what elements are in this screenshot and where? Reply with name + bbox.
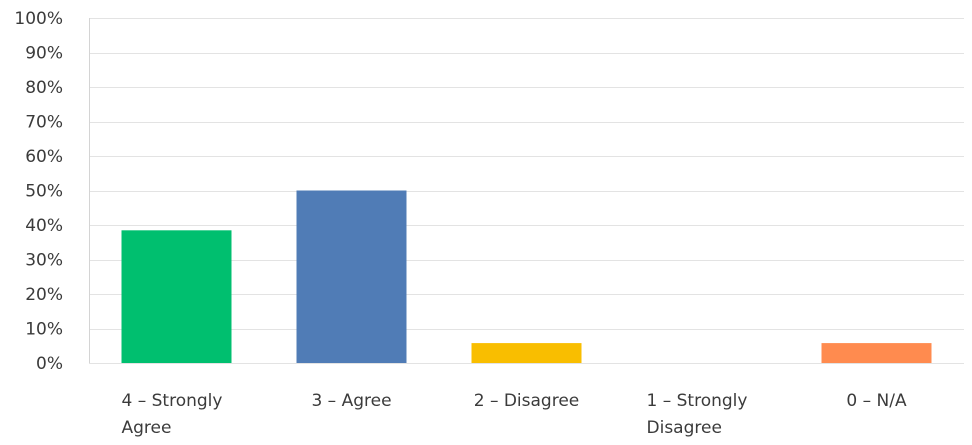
x-category-label: 3 – Agree: [311, 391, 391, 411]
bar: [471, 343, 582, 363]
y-tick-label: 30%: [25, 251, 63, 271]
y-tick-label: 90%: [25, 44, 63, 64]
x-category-label: 2 – Disagree: [474, 391, 580, 411]
bar: [296, 190, 407, 363]
y-tick-label: 60%: [25, 147, 63, 167]
x-category-label: 0 – N/A: [846, 391, 907, 411]
bars: [121, 190, 932, 363]
y-tick-label: 10%: [25, 320, 63, 340]
x-axis-category-labels: 4 – Strongly Agree 3 – Agree 2 – Disagree 1 …: [122, 391, 907, 438]
bar: [821, 343, 932, 363]
y-tick-label: 100%: [14, 9, 63, 29]
y-tick-label: 70%: [25, 113, 63, 133]
y-tick-label: 40%: [25, 216, 63, 236]
x-category-label: 4 – Strongly Agree: [122, 391, 223, 438]
y-tick-label: 0%: [36, 354, 63, 374]
y-tick-label: 20%: [25, 285, 63, 305]
y-axis-tick-labels: 0% 10% 20% 30% 40% 50% 60% 70% 80% 90% 100%: [14, 9, 63, 374]
gridlines: [89, 18, 964, 364]
y-tick-label: 50%: [25, 182, 63, 202]
bar: [121, 230, 232, 363]
y-tick-label: 80%: [25, 78, 63, 98]
x-category-label: 1 – Strongly Disagree: [647, 391, 748, 438]
